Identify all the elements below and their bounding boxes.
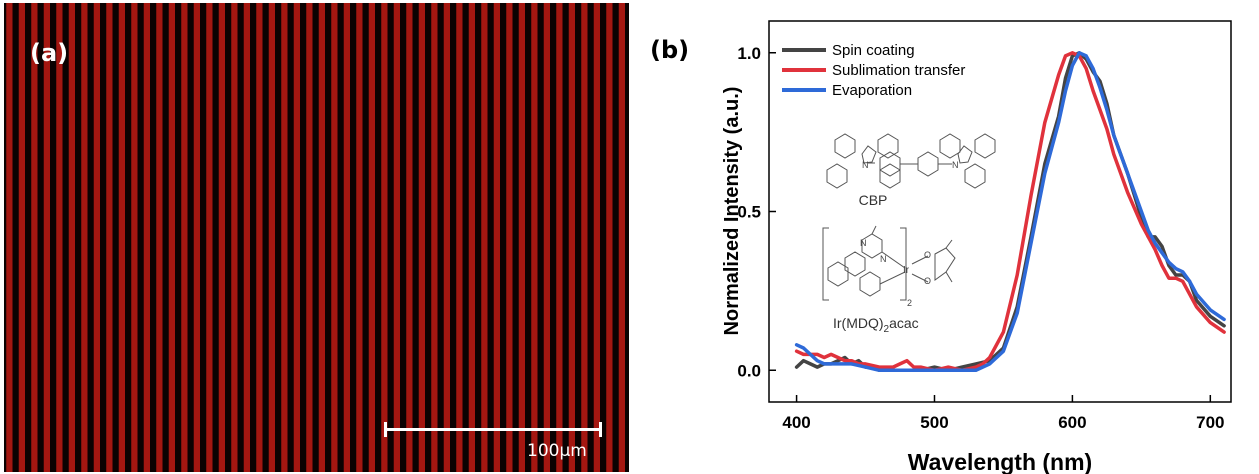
legend: Spin coating Sublimation transfer Evaporat… xyxy=(782,42,965,99)
stripe xyxy=(168,3,175,472)
scale-bar xyxy=(385,428,601,431)
x-tick-label: 400 xyxy=(782,413,810,432)
series-line xyxy=(794,51,1226,373)
stripe xyxy=(143,3,150,472)
x-tick-label: 700 xyxy=(1196,413,1224,432)
stripe xyxy=(18,3,25,472)
panel-b-label: (b) xyxy=(650,36,690,64)
stripe xyxy=(181,3,188,472)
stripe xyxy=(56,3,63,472)
stripe xyxy=(418,3,425,472)
axis-ticks: 400 500 600 700 0.0 0.5 1.0 xyxy=(737,44,1224,432)
stripe xyxy=(618,3,625,472)
stripe xyxy=(468,3,475,472)
ir-bracket-subscript: 2 xyxy=(907,298,912,308)
cbp-label: CBP xyxy=(859,192,888,208)
y-tick-label: 0.0 xyxy=(737,361,761,380)
stripe xyxy=(43,3,50,472)
stripe xyxy=(368,3,375,472)
stripe xyxy=(356,3,363,472)
x-tick-label: 600 xyxy=(1058,413,1086,432)
stripe xyxy=(581,3,588,472)
y-tick-label: 1.0 xyxy=(737,44,761,63)
stripe xyxy=(456,3,463,472)
stripe xyxy=(118,3,125,472)
scale-bar-end-left xyxy=(384,422,387,437)
stripe xyxy=(443,3,450,472)
stripe xyxy=(293,3,300,472)
ir-label-tail: acac xyxy=(889,315,919,331)
stripe xyxy=(593,3,600,472)
ir-atom-n1: N xyxy=(860,238,867,248)
stripe xyxy=(568,3,575,472)
cbp-structure xyxy=(826,133,996,189)
stripe xyxy=(106,3,113,472)
stripe xyxy=(93,3,100,472)
scale-bar-label: 100μm xyxy=(527,441,587,461)
stripe xyxy=(493,3,500,472)
cbp-n-right: N xyxy=(952,160,959,170)
y-axis-label: Normalized Intensity (a.u.) xyxy=(721,87,743,336)
stripe-pattern xyxy=(6,3,625,472)
stripe xyxy=(381,3,388,472)
panel-a-label: (a) xyxy=(30,39,69,67)
stripe xyxy=(606,3,613,472)
stripe xyxy=(518,3,525,472)
stripe xyxy=(243,3,250,472)
stripe xyxy=(256,3,263,472)
stripe xyxy=(156,3,163,472)
stripe xyxy=(318,3,325,472)
legend-entry: Sublimation transfer xyxy=(832,62,965,79)
series-line xyxy=(794,51,1226,373)
stripe xyxy=(68,3,75,472)
stripe xyxy=(206,3,213,472)
stripe xyxy=(331,3,338,472)
cbp-n-left: N xyxy=(862,160,869,170)
stripe xyxy=(268,3,275,472)
stripe xyxy=(306,3,313,472)
stripe xyxy=(193,3,200,472)
stripe xyxy=(531,3,538,472)
ir-atom-ir: Ir xyxy=(903,265,910,276)
stripe xyxy=(556,3,563,472)
legend-entry: Spin coating xyxy=(832,42,915,59)
stripe xyxy=(81,3,88,472)
legend-entry: Evaporation xyxy=(832,82,912,99)
stripe xyxy=(231,3,238,472)
scale-bar-end-right xyxy=(599,422,602,437)
ir-label: Ir(MDQ)2acac xyxy=(833,315,919,335)
stripe xyxy=(6,3,13,472)
stripe xyxy=(131,3,138,472)
stripe xyxy=(343,3,350,472)
stripe xyxy=(543,3,550,472)
stripe xyxy=(481,3,488,472)
ir-label-main: Ir(MDQ) xyxy=(833,315,884,331)
x-axis-label: Wavelength (nm) xyxy=(908,449,1092,474)
micrograph-panel: (a) xyxy=(4,3,629,472)
stripe xyxy=(281,3,288,472)
series-lines xyxy=(794,51,1226,373)
ir-atom-o1: O xyxy=(924,250,931,260)
stripe xyxy=(393,3,400,472)
stripe xyxy=(218,3,225,472)
ir-atom-o2: O xyxy=(924,276,931,286)
y-tick-label: 0.5 xyxy=(737,203,761,222)
stripe xyxy=(431,3,438,472)
x-tick-label: 500 xyxy=(920,413,948,432)
stripe xyxy=(406,3,413,472)
ir-atom-n2: N xyxy=(880,254,887,264)
stripe xyxy=(31,3,38,472)
stripe xyxy=(506,3,513,472)
ir-complex-structure xyxy=(822,225,956,301)
ir-label-sub: 2 xyxy=(884,324,890,335)
